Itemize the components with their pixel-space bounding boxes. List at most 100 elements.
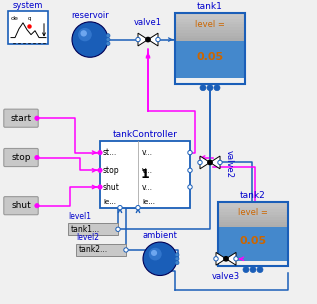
Text: level2: level2 (76, 233, 99, 242)
Bar (218, 222, 288, 225)
Circle shape (81, 30, 87, 36)
FancyBboxPatch shape (4, 148, 38, 167)
Bar (218, 217, 288, 220)
Circle shape (146, 37, 150, 42)
Text: 1: 1 (141, 168, 149, 181)
Circle shape (106, 38, 110, 42)
Circle shape (98, 168, 102, 172)
Text: system: system (13, 1, 43, 10)
Circle shape (124, 248, 128, 252)
Bar (68, 223, 118, 235)
Bar (100, 141, 190, 208)
Bar (218, 215, 288, 218)
Polygon shape (226, 252, 236, 265)
Bar (175, 22, 245, 25)
Bar (218, 202, 288, 205)
Text: valve3: valve3 (212, 271, 240, 281)
Bar (218, 202, 288, 266)
Circle shape (72, 22, 108, 57)
Text: tank2: tank2 (240, 191, 266, 200)
Circle shape (214, 257, 218, 261)
Circle shape (136, 206, 140, 210)
Text: v...: v... (142, 148, 153, 157)
FancyBboxPatch shape (4, 109, 38, 127)
Bar (218, 225, 288, 228)
Polygon shape (148, 33, 158, 46)
Bar (218, 220, 288, 223)
Text: tankController: tankController (113, 130, 178, 139)
Circle shape (175, 261, 179, 265)
Circle shape (207, 85, 213, 91)
Polygon shape (210, 156, 220, 169)
Circle shape (214, 85, 220, 91)
Circle shape (188, 168, 192, 172)
Text: q: q (28, 16, 31, 21)
Circle shape (234, 257, 238, 261)
Bar (218, 209, 288, 212)
Circle shape (35, 116, 39, 120)
Circle shape (200, 85, 206, 91)
Bar (175, 39, 245, 42)
Circle shape (78, 28, 92, 41)
Bar (175, 13, 245, 84)
Bar (175, 33, 245, 36)
Polygon shape (138, 33, 148, 46)
Text: valve1: valve1 (134, 18, 162, 27)
Circle shape (149, 248, 162, 261)
Bar (218, 212, 288, 215)
Text: stop: stop (103, 166, 120, 175)
Bar (8, 11, 48, 44)
Circle shape (136, 37, 140, 42)
Circle shape (175, 257, 179, 261)
Polygon shape (200, 156, 210, 169)
Bar (175, 24, 245, 28)
Bar (175, 16, 245, 19)
Bar (175, 27, 245, 30)
Polygon shape (216, 252, 226, 265)
Circle shape (35, 155, 39, 160)
Circle shape (257, 267, 263, 273)
Circle shape (224, 257, 228, 261)
Text: tank1...: tank1... (71, 225, 100, 234)
FancyBboxPatch shape (4, 197, 38, 215)
Circle shape (143, 242, 177, 275)
Text: st...: st... (103, 148, 117, 157)
Text: le...: le... (142, 199, 155, 205)
Circle shape (116, 227, 120, 231)
Bar (175, 36, 245, 39)
Circle shape (106, 34, 110, 38)
Bar (218, 207, 288, 210)
Circle shape (35, 204, 39, 208)
Text: 0.05: 0.05 (239, 236, 267, 246)
Text: shut: shut (11, 201, 31, 210)
Text: ambient: ambient (143, 231, 178, 240)
Text: v...: v... (142, 182, 153, 192)
Text: start: start (10, 114, 32, 123)
Bar (218, 204, 288, 207)
Text: level =: level = (238, 208, 268, 217)
Circle shape (243, 267, 249, 273)
Text: 0.05: 0.05 (197, 52, 223, 62)
Circle shape (218, 160, 222, 164)
Text: level1: level1 (68, 212, 91, 221)
Bar (175, 13, 245, 16)
Text: shut: shut (103, 182, 120, 192)
Text: level =: level = (195, 20, 225, 29)
Bar (218, 227, 288, 261)
Circle shape (98, 150, 102, 155)
Bar (76, 244, 126, 256)
Circle shape (175, 253, 179, 257)
Text: valve2: valve2 (225, 150, 234, 178)
Circle shape (118, 206, 122, 210)
Text: v...: v... (142, 166, 153, 175)
Bar (175, 30, 245, 33)
Bar (175, 19, 245, 22)
Circle shape (98, 185, 102, 189)
Circle shape (198, 160, 202, 164)
Circle shape (151, 250, 157, 256)
Circle shape (208, 160, 212, 164)
Circle shape (250, 267, 256, 273)
Text: tank1: tank1 (197, 2, 223, 11)
Circle shape (156, 37, 160, 42)
Circle shape (188, 150, 192, 155)
